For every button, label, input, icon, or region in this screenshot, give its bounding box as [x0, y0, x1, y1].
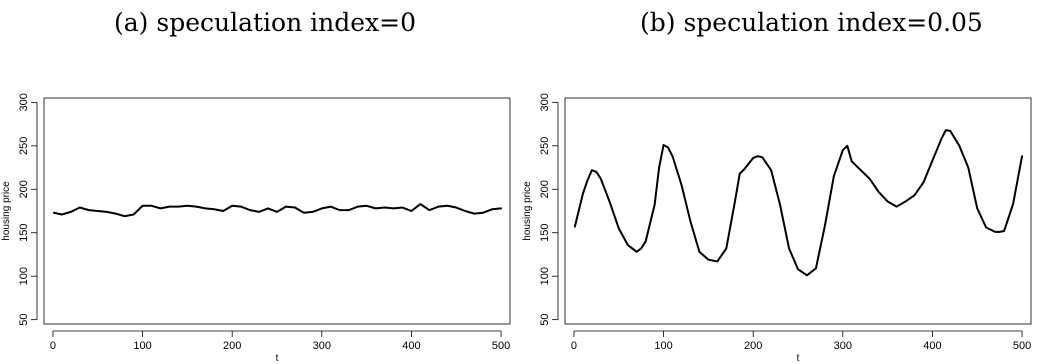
chart-a-y-tick-label: 250 [18, 137, 30, 155]
chart-a-y-tick-label: 200 [18, 180, 30, 198]
chart-a-y-tick-label: 50 [18, 314, 30, 326]
chart-a-price-series-line [52, 203, 503, 218]
chart-a-y-tick-label: 100 [18, 267, 30, 285]
chart-a-plot-frame [43, 97, 511, 325]
chart-a-x-tick-label: 100 [133, 340, 151, 352]
chart-b-x-tick-label: 0 [571, 340, 577, 352]
chart-b-x-tick-label: 100 [654, 340, 672, 352]
chart-b-x-tick-label: 300 [834, 340, 852, 352]
chart-b-price-series-line [573, 129, 1024, 277]
chart-b-y-tick-label: 200 [539, 180, 551, 198]
chart-b-x-axis-label: t [797, 353, 800, 364]
chart-a-x-tick-label: 500 [492, 340, 510, 352]
chart-b-y-tick-label: 100 [539, 267, 551, 285]
chart-a-y-axis-label: housing price [1, 181, 12, 241]
chart-a-x-tick-label: 400 [402, 340, 420, 352]
chart-b-y-axis-label: housing price [522, 181, 533, 241]
chart-a-x-tick-label: 0 [50, 340, 56, 352]
chart-b-y-tick-label: 150 [539, 224, 551, 242]
panel-b-title: (b) speculation index=0.05 [640, 8, 983, 37]
chart-b-y-tick-label: 250 [539, 137, 551, 155]
chart-b-y-tick-label: 50 [539, 314, 551, 326]
chart-b-plot-frame [564, 97, 1032, 325]
chart-b-x-tick-label: 500 [1013, 340, 1031, 352]
chart-b-x-tick-label: 200 [744, 340, 762, 352]
chart-b: 0 100 200 300 400 500 50 100 150 200 250 300 t housin… [522, 93, 1032, 364]
chart-a-y-tick-label: 150 [18, 224, 30, 242]
chart-a-x-tick-label: 200 [223, 340, 241, 352]
chart-b-x-tick-label: 400 [923, 340, 941, 352]
chart-a-y-tick-label: 300 [18, 93, 30, 111]
chart-a: 0 100 200 300 400 500 50 100 150 200 250 300 t housin… [1, 93, 511, 364]
chart-a-x-axis-label: t [276, 353, 279, 364]
chart-b-y-tick-label: 300 [539, 93, 551, 111]
panel-a-title: (a) speculation index=0 [114, 8, 416, 37]
chart-a-x-tick-label: 300 [313, 340, 331, 352]
